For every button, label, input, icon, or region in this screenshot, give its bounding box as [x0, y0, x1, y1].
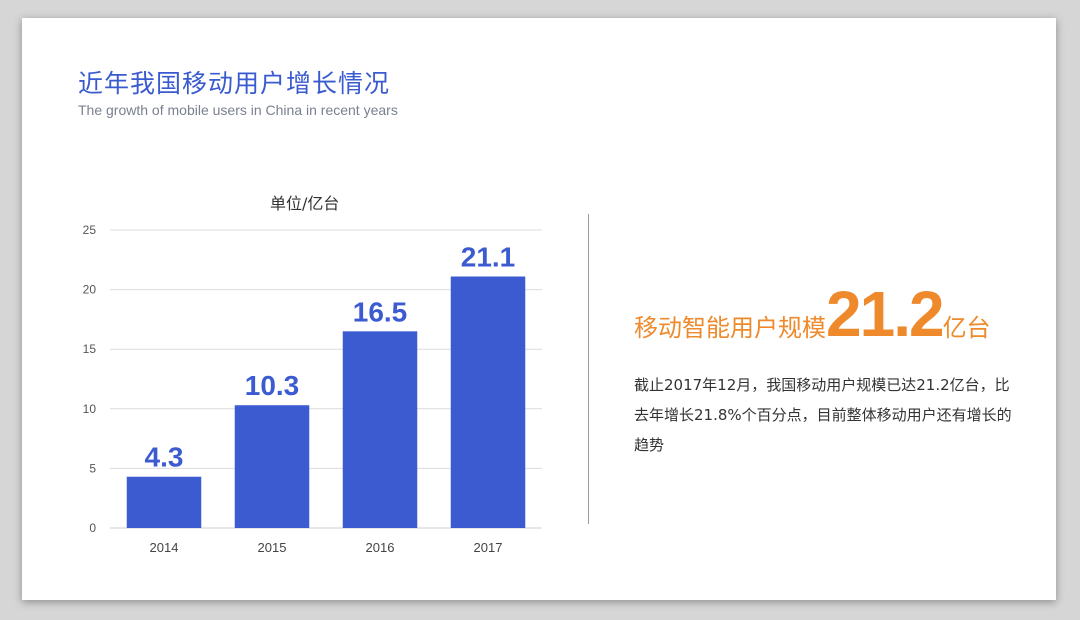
data-label: 21.1	[461, 241, 516, 272]
x-tick-label: 2017	[474, 540, 503, 555]
chart-title: 单位/亿台	[270, 194, 340, 213]
y-tick-label: 0	[89, 521, 96, 535]
bar-2016	[342, 331, 418, 528]
bar-chart: 0 5 10 15 20 25 4.3 2014 10.3 2015 16.5 2016 21.1 201…	[83, 223, 542, 555]
bar-2015	[234, 405, 310, 528]
y-tick-label: 25	[83, 223, 97, 237]
x-tick-label: 2014	[150, 540, 179, 555]
description-text: 截止2017年12月，我国移动用户规模已达21.2亿台，比去年增长21.8%个百…	[634, 376, 1012, 454]
slide: 近年我国移动用户增长情况 The growth of mobile users …	[22, 18, 1056, 600]
data-label: 16.5	[353, 296, 408, 327]
x-tick-label: 2016	[366, 540, 395, 555]
y-tick-label: 10	[83, 402, 97, 416]
highlight-unit: 亿台	[942, 314, 991, 342]
y-tick-label: 5	[89, 461, 96, 475]
x-tick-label: 2015	[258, 540, 287, 555]
y-tick-label: 15	[83, 342, 97, 356]
page-title: 近年我国移动用户增长情况	[78, 69, 391, 98]
highlight-value: 21.2	[826, 278, 945, 350]
y-tick-label: 20	[83, 283, 97, 297]
data-label: 10.3	[245, 370, 300, 401]
page-subtitle: The growth of mobile users in China in r…	[78, 102, 398, 118]
data-label: 4.3	[145, 442, 184, 473]
bar-2014	[126, 476, 202, 528]
bar-2017	[450, 276, 526, 528]
highlight-label: 移动智能用户规模	[634, 314, 826, 342]
highlight-stat: 移动智能用户规模21.2亿台	[634, 282, 991, 346]
divider	[588, 214, 589, 524]
